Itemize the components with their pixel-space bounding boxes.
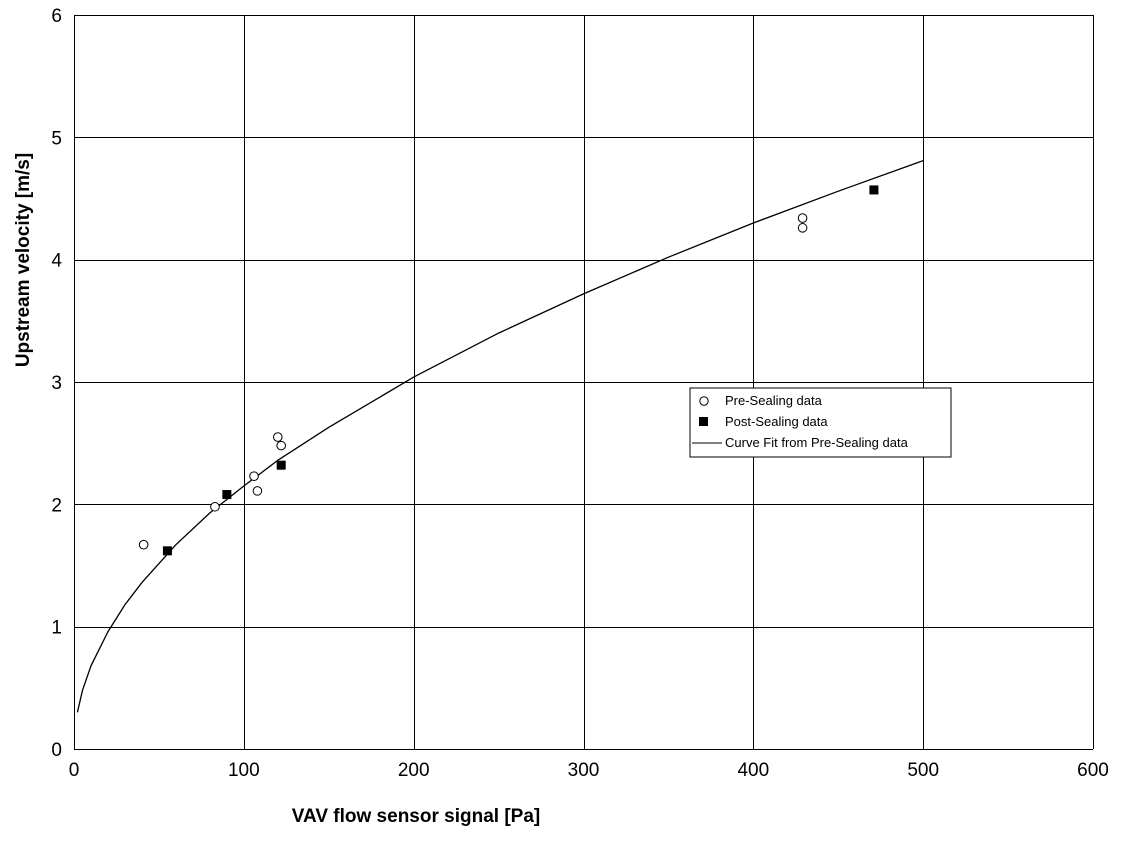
pre-sealing-point-5 — [276, 440, 286, 451]
grid-lines — [74, 15, 1094, 750]
pre-sealing-point-0 — [138, 539, 149, 550]
x-tick-label-0: 0 — [69, 760, 80, 781]
legend-post-sealing-label: Post-Sealing data — [725, 414, 828, 429]
y-tick-label-6: 6 — [51, 6, 62, 27]
post-sealing-point-3 — [869, 185, 879, 195]
pre-sealing-point-6 — [797, 213, 808, 223]
pre-sealing-point-7 — [797, 223, 808, 233]
legend-curve-fit-label: Curve Fit from Pre-Sealing data — [725, 435, 909, 450]
tick-labels: 0 100 200 300 400 500 600 0 1 2 3 4 5 6 — [51, 6, 1108, 781]
pre-sealing-point-4 — [273, 432, 283, 442]
x-tick-label-500: 500 — [907, 760, 939, 781]
x-tick-label-200: 200 — [398, 760, 430, 781]
y-tick-label-5: 5 — [51, 128, 62, 149]
x-tick-label-100: 100 — [228, 760, 260, 781]
series-layer — [76, 159, 924, 713]
x-axis-title: VAV flow sensor signal [Pa] — [292, 806, 540, 827]
y-tick-label-3: 3 — [51, 373, 62, 394]
legend: Pre-Sealing data Post-Sealing data Curve… — [689, 387, 952, 458]
x-tick-label-600: 600 — [1077, 760, 1109, 781]
post-sealing-point-2 — [276, 460, 286, 470]
y-tick-label-1: 1 — [51, 618, 62, 639]
y-tick-label-0: 0 — [51, 740, 62, 761]
y-tick-label-4: 4 — [51, 251, 62, 272]
y-axis-title: Upstream velocity [m/s] — [13, 153, 34, 367]
curve-fit-line — [76, 159, 924, 713]
legend-box — [689, 387, 952, 458]
legend-post-sealing-marker — [699, 417, 708, 426]
legend-pre-sealing-marker — [699, 396, 709, 406]
y-tick-label-2: 2 — [51, 495, 62, 516]
pre-sealing-point-2 — [249, 471, 259, 481]
post-sealing-point-1 — [222, 490, 232, 500]
pre-sealing-point-1 — [210, 501, 220, 512]
post-sealing-point-0 — [162, 546, 172, 556]
x-tick-label-400: 400 — [737, 760, 769, 781]
x-tick-label-300: 300 — [568, 760, 600, 781]
pre-sealing-point-3 — [252, 486, 263, 496]
legend-pre-sealing-label: Pre-Sealing data — [725, 393, 823, 408]
